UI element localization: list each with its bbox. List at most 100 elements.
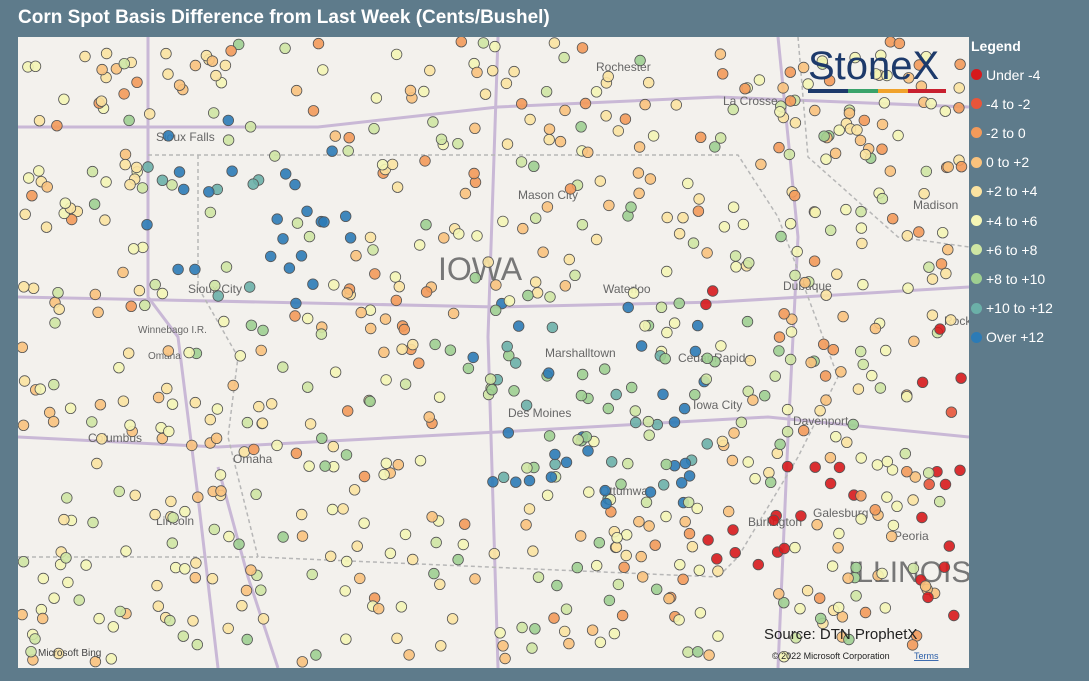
basis-dot	[312, 37, 325, 50]
basis-dot	[340, 449, 353, 461]
basis-dot	[715, 340, 727, 352]
basis-dot	[482, 256, 494, 268]
basis-dot	[19, 208, 31, 221]
basis-dot	[622, 457, 634, 470]
basis-dot	[204, 206, 217, 219]
basis-dot	[712, 630, 724, 642]
legend-swatch	[971, 127, 982, 139]
basis-dot	[222, 134, 235, 146]
map-label: Mason City	[518, 188, 578, 202]
basis-dot	[428, 567, 440, 580]
basis-dot	[91, 457, 103, 470]
basis-dot	[27, 282, 40, 295]
basis-dot	[490, 304, 502, 317]
basis-dot	[61, 492, 73, 504]
basis-dot	[307, 105, 320, 117]
basis-dot	[517, 222, 529, 235]
legend-label: +6 to +8	[986, 241, 1038, 258]
basis-dot	[37, 612, 49, 625]
basis-dot	[25, 646, 37, 658]
basis-dot	[755, 158, 767, 171]
basis-dot	[935, 258, 948, 270]
basis-dot	[849, 51, 861, 64]
basis-dot	[497, 640, 509, 652]
basis-dot	[307, 278, 319, 290]
basis-dot	[775, 230, 787, 243]
legend-item: 0 to +2	[971, 148, 1053, 177]
basis-dot	[622, 301, 634, 314]
basis-dot	[818, 130, 830, 142]
basis-dot	[851, 124, 863, 136]
basis-dot	[907, 562, 920, 575]
basis-dot	[40, 221, 53, 233]
basis-dot	[520, 519, 532, 531]
basis-dot	[127, 243, 140, 255]
legend-item: Under -4	[971, 60, 1053, 89]
basis-dot	[954, 58, 966, 71]
basis-dot	[610, 541, 623, 553]
basis-dot	[487, 476, 499, 488]
basis-dot	[881, 491, 893, 503]
basis-dot	[277, 361, 289, 373]
basis-dot	[881, 455, 894, 468]
basis-dot	[18, 375, 31, 387]
basis-dot	[559, 280, 572, 292]
basis-dot	[390, 294, 403, 307]
basis-dot	[96, 63, 108, 76]
basis-dot	[226, 165, 238, 177]
basis-dot	[264, 250, 277, 263]
legend-swatch	[971, 273, 982, 285]
basis-dot	[142, 161, 154, 173]
map-label: Madison	[913, 198, 958, 212]
basis-dot	[426, 511, 438, 523]
basis-dot	[60, 552, 72, 564]
basis-dot	[118, 58, 131, 70]
basis-dot	[498, 471, 510, 484]
basis-dot	[789, 541, 801, 554]
basis-dot	[855, 490, 867, 502]
basis-dot	[727, 103, 739, 116]
basis-dot	[340, 210, 352, 223]
basis-dot	[350, 249, 362, 262]
basis-dot	[166, 398, 179, 410]
terms[interactable]: Terms	[914, 651, 939, 661]
basis-dot	[435, 640, 447, 652]
basis-dot	[899, 447, 912, 460]
basis-dot	[689, 389, 701, 401]
basis-dot	[742, 456, 754, 468]
basis-dot	[677, 211, 689, 224]
basis-dot	[743, 257, 755, 269]
basis-dot	[633, 141, 646, 153]
basis-dot	[18, 419, 30, 431]
basis-dot	[94, 399, 107, 411]
basis-dot	[606, 456, 618, 468]
basis-dot	[407, 553, 419, 566]
basis-dot	[891, 500, 903, 513]
basis-dot	[934, 323, 946, 335]
basis-dot	[523, 474, 536, 487]
basis-dot	[549, 448, 561, 461]
basis-dot	[729, 250, 742, 262]
basis-dot	[192, 491, 204, 503]
basis-dot	[152, 600, 165, 612]
basis-dot	[855, 205, 867, 218]
basis-dot	[245, 319, 258, 332]
basis-dot	[459, 187, 472, 200]
basis-dot	[576, 368, 589, 381]
basis-dot	[173, 166, 186, 178]
basis-dot	[551, 579, 563, 592]
basis-dot	[797, 61, 810, 74]
basis-dot	[693, 193, 705, 205]
basis-dot	[139, 299, 151, 312]
basis-dot	[427, 116, 439, 128]
basis-dot	[395, 601, 408, 613]
basis-dot	[744, 354, 757, 367]
basis-dot	[211, 403, 224, 415]
basis-dot	[368, 122, 380, 135]
basis-dot	[569, 269, 581, 282]
basis-dot	[781, 403, 794, 416]
basis-dot	[692, 646, 704, 658]
basis-dot	[241, 416, 254, 429]
basis-dot	[189, 572, 202, 584]
basis-dot	[820, 289, 832, 301]
